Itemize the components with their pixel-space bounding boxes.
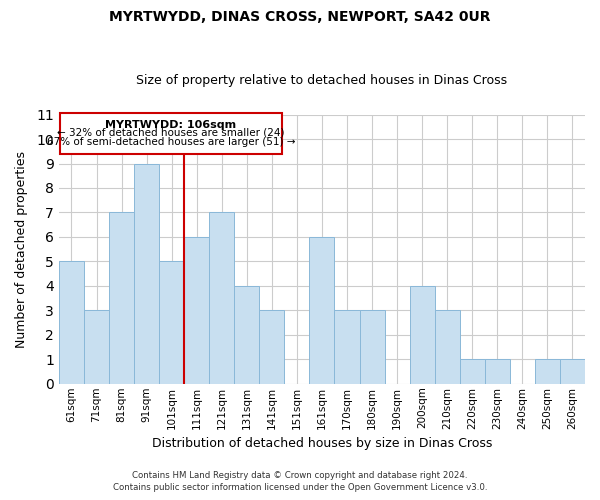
Bar — [485, 360, 510, 384]
Text: ← 32% of detached houses are smaller (24): ← 32% of detached houses are smaller (24… — [57, 128, 285, 138]
Bar — [109, 212, 134, 384]
Bar — [535, 360, 560, 384]
Bar — [134, 164, 159, 384]
Text: 67% of semi-detached houses are larger (51) →: 67% of semi-detached houses are larger (… — [47, 137, 295, 147]
Bar — [84, 310, 109, 384]
Bar — [209, 212, 234, 384]
Bar — [259, 310, 284, 384]
Bar — [59, 262, 84, 384]
Title: Size of property relative to detached houses in Dinas Cross: Size of property relative to detached ho… — [136, 74, 508, 87]
Bar — [460, 360, 485, 384]
Y-axis label: Number of detached properties: Number of detached properties — [15, 150, 28, 348]
Bar — [234, 286, 259, 384]
Bar — [159, 262, 184, 384]
Text: Contains HM Land Registry data © Crown copyright and database right 2024.
Contai: Contains HM Land Registry data © Crown c… — [113, 471, 487, 492]
Bar — [434, 310, 460, 384]
Text: MYRTWYDD: 106sqm: MYRTWYDD: 106sqm — [106, 120, 236, 130]
Bar — [334, 310, 359, 384]
Bar — [560, 360, 585, 384]
Bar — [184, 237, 209, 384]
Bar — [410, 286, 434, 384]
Bar — [359, 310, 385, 384]
FancyBboxPatch shape — [60, 114, 282, 154]
Bar — [310, 237, 334, 384]
X-axis label: Distribution of detached houses by size in Dinas Cross: Distribution of detached houses by size … — [152, 437, 492, 450]
Text: MYRTWYDD, DINAS CROSS, NEWPORT, SA42 0UR: MYRTWYDD, DINAS CROSS, NEWPORT, SA42 0UR — [109, 10, 491, 24]
